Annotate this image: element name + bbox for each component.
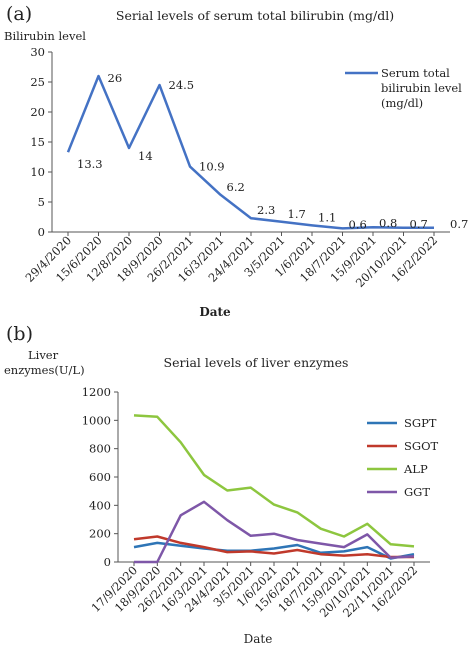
chart-b-legend-label-sgpt: SGPT	[404, 416, 437, 430]
chart-b-y-tick-label: 800	[89, 442, 111, 456]
chart-b-y-tick-label: 1000	[82, 413, 111, 427]
chart-a-xlabel: Date	[199, 305, 231, 319]
chart-a-y-tick-label: 30	[30, 45, 45, 59]
chart-a-data-label: 6.2	[227, 180, 245, 194]
chart-a-legend-label: Serum total	[381, 66, 450, 80]
chart-a-data-label: 0.7	[450, 217, 468, 231]
chart-b-series-line-sgot	[133, 535, 414, 559]
chart-a: 05101520253029/4/202015/6/202012/8/20201…	[23, 45, 469, 290]
chart-a-y-tick-label: 0	[38, 225, 45, 239]
chart-b-ylabel-line-2: enzymes(U/L)	[4, 363, 85, 377]
chart-b-ylabel-line-1: Liver	[28, 348, 59, 362]
chart-b-legend-label-sgot: SGOT	[404, 439, 438, 453]
panel-a-label: (a)	[6, 3, 32, 25]
chart-a-data-label: 24.5	[169, 78, 195, 92]
chart-b-y-tick-label: 1200	[82, 385, 111, 399]
chart-a-y-tick-label: 5	[38, 195, 45, 209]
chart-b-series-line-sgpt	[133, 541, 415, 560]
chart-a-y-tick-label: 25	[30, 75, 45, 89]
chart-b-xlabel: Date	[244, 632, 273, 646]
chart-b-legend-label-alp: ALP	[403, 462, 428, 476]
chart-a-legend-label: (mg/dl)	[381, 96, 423, 110]
chart-b-y-tick-label: 600	[89, 470, 111, 484]
chart-a-y-tick-label: 15	[30, 135, 45, 149]
chart-a-legend-label: bilirubin level	[381, 81, 462, 95]
panel-b-label: (b)	[6, 323, 33, 345]
chart-a-ylabel: Bilirubin level	[4, 29, 86, 43]
chart-b-y-tick-label: 0	[104, 555, 111, 569]
chart-a-title: Serial levels of serum total bilirubin (…	[116, 8, 394, 23]
chart-a-data-label: 0.8	[379, 216, 397, 230]
chart-a-data-label: 2.3	[257, 203, 275, 217]
chart-a-data-label: 1.7	[288, 207, 306, 221]
chart-a-series-line-serum	[66, 74, 434, 230]
chart-b-series-line-alp	[133, 414, 415, 548]
chart-b-legend-label-ggt: GGT	[404, 485, 430, 499]
chart-b-title: Serial levels of liver enzymes	[164, 355, 349, 370]
chart-a-data-label: 26	[108, 71, 123, 85]
chart-a-data-label: 14	[138, 149, 153, 163]
chart-b-y-tick-label: 200	[89, 527, 111, 541]
chart-a-y-tick-label: 10	[30, 165, 45, 179]
chart-a-data-label: 0.7	[410, 217, 428, 231]
chart-b: 02004006008001000120017/9/202018/9/20202…	[82, 385, 439, 620]
chart-a-data-label: 1.1	[318, 210, 336, 224]
chart-a-y-tick-label: 20	[30, 105, 45, 119]
chart-b-y-tick-label: 400	[89, 498, 111, 512]
chart-b-series-line-ggt	[134, 500, 415, 564]
chart-a-data-label: 13.3	[77, 157, 103, 171]
chart-a-data-label: 0.6	[349, 217, 367, 231]
chart-a-data-label: 10.9	[199, 160, 225, 174]
